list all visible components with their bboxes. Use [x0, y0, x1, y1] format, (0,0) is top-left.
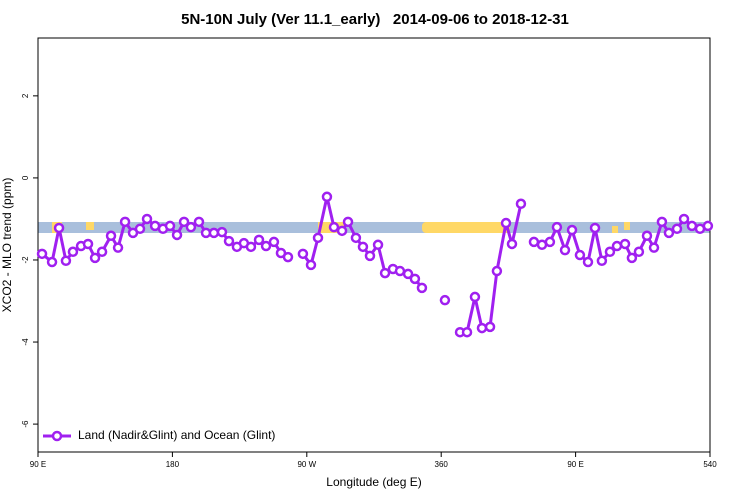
data-point [686, 220, 698, 232]
data-point [82, 238, 94, 250]
x-tick-label: 90 E [30, 460, 46, 469]
data-point [282, 251, 294, 263]
data-point [416, 282, 428, 294]
data-point [328, 221, 340, 233]
data-point [409, 273, 421, 285]
data-point [305, 259, 317, 271]
data-point [484, 321, 496, 333]
data-point [582, 256, 594, 268]
data-point [36, 248, 48, 260]
data-point [566, 224, 578, 236]
data-point [357, 241, 369, 253]
data-point [312, 232, 324, 244]
y-axis-label: XCO2 - MLO trend (ppm) [0, 178, 14, 313]
data-point [461, 326, 473, 338]
data-point [626, 252, 638, 264]
data-point [350, 232, 362, 244]
data-point [506, 238, 518, 250]
x-tick-label: 90 W [297, 460, 316, 469]
data-point [611, 240, 623, 252]
data-point [551, 221, 563, 233]
data-point [589, 222, 601, 234]
data-point [604, 246, 616, 258]
plot-frame [37, 37, 711, 453]
legend-marker [51, 430, 63, 442]
data-point [364, 250, 376, 262]
data-point [574, 249, 586, 261]
x-tick-label: 360 [435, 460, 449, 469]
x-axis-label: Longitude (deg E) [326, 475, 421, 489]
y-tick-label: -2 [21, 256, 30, 264]
data-point [500, 217, 512, 229]
data-point [112, 242, 124, 253]
data-point [402, 268, 414, 280]
data-point [321, 191, 333, 203]
data-point [46, 256, 58, 268]
data-point [515, 198, 527, 210]
data-point [559, 244, 571, 256]
data-point [193, 216, 205, 228]
data-point [96, 246, 108, 258]
data-point [372, 239, 384, 251]
data-point [216, 226, 228, 238]
data-point [702, 220, 714, 232]
data-point [297, 248, 309, 260]
y-tick-label: 0 [21, 175, 30, 180]
data-point [223, 235, 235, 247]
legend-label: Land (Nadir&Glint) and Ocean (Glint) [78, 428, 275, 442]
land-patch [86, 222, 94, 230]
chart-title: 5N-10N July (Ver 11.1_early) 2014-09-06 … [181, 11, 569, 28]
data-point [641, 230, 653, 242]
data-point [596, 255, 608, 267]
data-point [105, 230, 117, 242]
x-tick-label: 180 [166, 460, 180, 469]
data-point [394, 265, 406, 277]
data-point [648, 242, 660, 253]
y-tick-label: 2 [21, 93, 30, 98]
data-point [89, 252, 101, 264]
data-point [268, 236, 280, 248]
data-point [678, 213, 690, 225]
data-point [379, 267, 391, 279]
data-point [208, 227, 220, 239]
data-point [67, 246, 79, 258]
data-point [619, 238, 631, 250]
data-point [528, 236, 540, 248]
x-tick-label: 90 E [567, 460, 583, 469]
data-point [253, 234, 265, 246]
data-point [336, 225, 348, 237]
land-patch [612, 226, 618, 233]
data-point [134, 223, 146, 235]
data-point [60, 255, 72, 267]
land-patch [624, 222, 630, 230]
data-point [671, 223, 683, 235]
y-tick-label: -6 [21, 420, 30, 428]
data-point [171, 229, 183, 241]
data-point [164, 220, 176, 232]
data-point [119, 216, 131, 228]
ocean-strip [38, 222, 710, 233]
data-line [41, 196, 709, 334]
x-tick-label: 540 [703, 460, 717, 469]
data-point [544, 236, 556, 248]
data-point [185, 221, 197, 233]
data-point [53, 222, 65, 234]
data-point [469, 291, 481, 303]
data-point [656, 216, 668, 228]
data-point [633, 246, 645, 258]
data-point [476, 322, 488, 334]
data-point [663, 227, 675, 239]
data-point [439, 294, 451, 306]
data-point [491, 265, 503, 277]
data-point [342, 216, 354, 228]
land-patch [422, 222, 510, 233]
data-point [260, 240, 272, 252]
data-point [245, 241, 257, 253]
y-tick-label: -4 [21, 338, 30, 346]
data-point [178, 216, 190, 228]
data-point [141, 213, 153, 225]
